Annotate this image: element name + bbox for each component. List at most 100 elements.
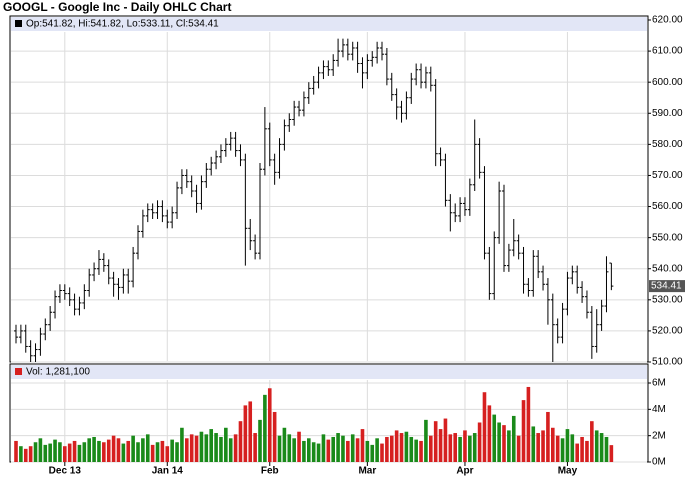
volume-bar bbox=[551, 427, 555, 462]
volume-bar bbox=[233, 434, 238, 462]
volume-bar bbox=[336, 433, 340, 462]
y-tick-label: 580.00 bbox=[652, 139, 683, 150]
volume-bar bbox=[419, 440, 423, 462]
volume-bar bbox=[599, 433, 604, 462]
volume-bar bbox=[287, 434, 292, 462]
volume-bar bbox=[97, 440, 101, 462]
volume-bar bbox=[111, 435, 116, 462]
volume-bar bbox=[106, 439, 111, 462]
y-tick-label: 590.00 bbox=[652, 108, 683, 119]
volume-bar bbox=[316, 443, 321, 462]
volume-bar bbox=[609, 445, 614, 462]
volume-bar bbox=[219, 436, 223, 462]
volume-bar bbox=[23, 448, 28, 462]
volume-bar bbox=[307, 438, 311, 462]
volume-bar bbox=[590, 421, 594, 462]
x-tick-label: Jan 14 bbox=[152, 466, 184, 477]
volume-bar bbox=[414, 439, 418, 462]
volume-bar bbox=[497, 422, 501, 462]
volume-bar bbox=[541, 430, 545, 462]
volume-bar bbox=[267, 388, 272, 462]
volume-bar bbox=[28, 446, 33, 462]
volume-bar bbox=[594, 430, 599, 462]
volume-bar bbox=[370, 444, 375, 462]
volume-bar bbox=[399, 433, 404, 462]
volume-bar bbox=[443, 418, 448, 462]
volume-bar bbox=[341, 435, 345, 462]
volume-bar bbox=[141, 438, 145, 462]
volume-bar bbox=[555, 435, 560, 462]
volume-bar bbox=[155, 442, 160, 462]
volume-bar bbox=[72, 440, 77, 462]
volume-bar bbox=[150, 444, 155, 462]
y-tick-label: 530.00 bbox=[652, 294, 683, 305]
y2-tick-label: 0M bbox=[652, 457, 666, 468]
x-tick-label: Feb bbox=[261, 466, 279, 477]
volume-bar bbox=[360, 429, 365, 462]
volume-bar bbox=[92, 436, 96, 462]
volume-bar bbox=[502, 425, 506, 462]
y-tick-label: 570.00 bbox=[652, 170, 683, 181]
volume-bar bbox=[321, 434, 326, 462]
volume-bar bbox=[189, 434, 194, 462]
volume-bar bbox=[199, 431, 204, 462]
volume-bar bbox=[375, 438, 379, 462]
volume-bar bbox=[263, 394, 267, 462]
volume-bar bbox=[165, 446, 170, 462]
volume-bar bbox=[53, 439, 57, 462]
volume-bar bbox=[14, 440, 18, 462]
volume-bar bbox=[292, 438, 296, 462]
volume-bar bbox=[433, 421, 438, 462]
volume-bar bbox=[536, 433, 540, 462]
volume-bar bbox=[243, 405, 248, 462]
x-tick-label: Mar bbox=[358, 466, 376, 477]
volume-bar bbox=[43, 444, 48, 462]
volume-bar bbox=[253, 433, 257, 462]
volume-bar bbox=[170, 439, 174, 462]
marks bbox=[14, 38, 614, 462]
volume-bar bbox=[463, 430, 467, 462]
volume-bar bbox=[604, 436, 609, 462]
volume-bar bbox=[380, 443, 384, 462]
volume-bar bbox=[404, 431, 409, 462]
volume-bar bbox=[424, 419, 428, 462]
volume-bar bbox=[126, 440, 131, 462]
volume-bar bbox=[272, 411, 277, 462]
volume-bar bbox=[121, 443, 126, 462]
last-price-label: 534.41 bbox=[651, 281, 682, 292]
volume-bar bbox=[468, 435, 472, 462]
volume-bar bbox=[63, 446, 67, 462]
volume-bar bbox=[194, 435, 199, 462]
volume-bar bbox=[209, 429, 213, 462]
y-tick-label: 560.00 bbox=[652, 201, 683, 212]
volume-bar bbox=[409, 436, 414, 462]
volume-bar bbox=[248, 401, 253, 462]
volume-bar bbox=[160, 440, 165, 462]
price-legend-marker bbox=[15, 20, 22, 27]
volume-bar bbox=[472, 433, 477, 462]
x-tick-label: May bbox=[558, 466, 578, 477]
volume-bar bbox=[477, 422, 482, 462]
volume-bar bbox=[458, 436, 462, 462]
volume-bar bbox=[48, 443, 52, 462]
x-tick-label: Dec 13 bbox=[49, 466, 82, 477]
volume-bar bbox=[311, 442, 316, 462]
volume-bar bbox=[355, 438, 360, 462]
volume-bar bbox=[448, 434, 453, 462]
volume-bar bbox=[482, 392, 487, 462]
y-tick-label: 550.00 bbox=[652, 232, 683, 243]
volume-bar bbox=[175, 442, 179, 462]
volume-bar bbox=[560, 438, 565, 462]
y-tick-label: 510.00 bbox=[652, 357, 683, 368]
volume-bar bbox=[546, 411, 550, 462]
chart-title: GOOGL - Google Inc - Daily OHLC Chart bbox=[3, 0, 231, 14]
volume-bar bbox=[67, 443, 72, 462]
volume-bar bbox=[258, 419, 262, 462]
volume-bar bbox=[102, 442, 106, 462]
volume-legend: Vol: 1,281,100 bbox=[26, 367, 90, 378]
y2-tick-label: 2M bbox=[652, 430, 666, 441]
volume-bar bbox=[38, 438, 43, 462]
volume-bar bbox=[277, 435, 282, 462]
volume-legend-marker bbox=[15, 368, 22, 375]
volume-bar bbox=[77, 444, 82, 462]
